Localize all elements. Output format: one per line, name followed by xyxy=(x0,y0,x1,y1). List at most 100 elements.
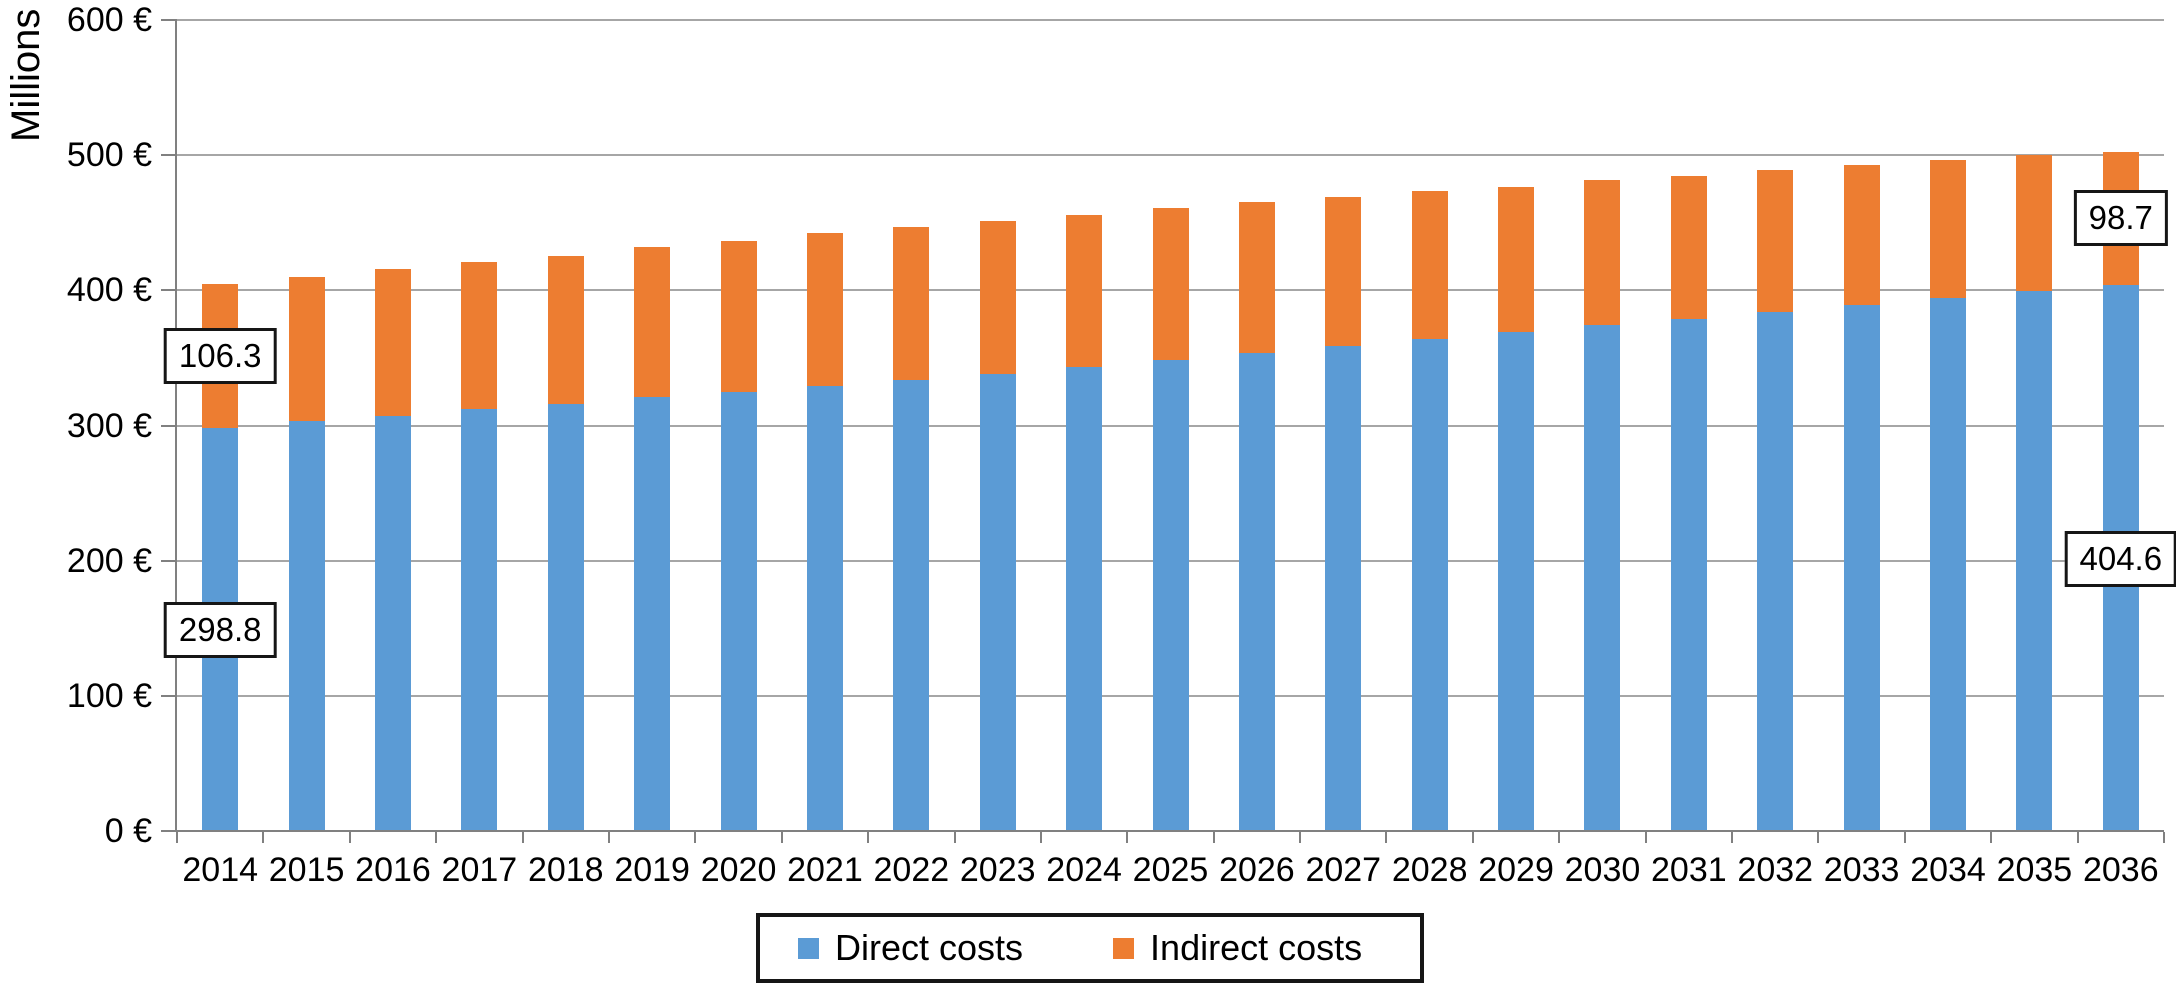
bar-2022-indirect xyxy=(893,227,930,381)
bar-2031-direct xyxy=(1670,318,1707,832)
y-tick-600 xyxy=(161,19,177,21)
x-tick-15 xyxy=(1471,832,1474,843)
data-label-98.7: 98.7 xyxy=(2073,190,2168,247)
bar-2025-direct xyxy=(1152,360,1189,832)
bar-2015-indirect xyxy=(288,277,325,422)
legend-item-indirect-costs: Indirect costs xyxy=(1113,927,1362,969)
bar-2019-indirect xyxy=(634,247,671,398)
y-tick-0 xyxy=(161,830,177,832)
legend-item-direct-costs: Direct costs xyxy=(798,927,1023,969)
x-tick-label-2015: 2015 xyxy=(268,851,345,889)
bar-2031-indirect xyxy=(1670,176,1707,319)
x-tick-10 xyxy=(1039,832,1042,843)
bar-2020-direct xyxy=(720,392,757,832)
y-tick-label-600: 600 € xyxy=(66,1,152,39)
x-axis-line xyxy=(177,830,2164,832)
bar-2024-indirect xyxy=(1066,215,1103,368)
bar-2021-indirect xyxy=(806,233,843,386)
x-tick-label-2036: 2036 xyxy=(2082,851,2159,889)
x-tick-12 xyxy=(1212,832,1215,843)
x-tick-label-2029: 2029 xyxy=(1478,851,1554,889)
bar-2022-direct xyxy=(893,380,930,832)
y-tick-label-200: 200 € xyxy=(66,541,152,580)
bar-2029-direct xyxy=(1498,332,1535,832)
bar-2025-indirect xyxy=(1152,208,1189,361)
data-label-404.6: 404.6 xyxy=(2064,530,2176,587)
bar-2023-indirect xyxy=(979,221,1016,375)
x-tick-0 xyxy=(176,832,178,843)
bar-2019-direct xyxy=(634,397,671,832)
bar-2027-direct xyxy=(1325,346,1362,832)
x-tick-2 xyxy=(348,832,351,843)
bar-2033-indirect xyxy=(1843,165,1880,305)
bar-2030-direct xyxy=(1584,325,1621,832)
bar-2035-indirect xyxy=(2016,155,2053,292)
x-tick-label-2022: 2022 xyxy=(873,851,950,889)
y-tick-label-400: 400 € xyxy=(66,271,152,310)
bar-2030-indirect xyxy=(1584,180,1621,326)
y-tick-label-300: 300 € xyxy=(66,406,152,445)
bar-2016-indirect xyxy=(374,269,411,416)
x-tick-label-2027: 2027 xyxy=(1305,851,1382,889)
x-tick-22 xyxy=(2076,832,2079,843)
x-tick-11 xyxy=(1126,832,1129,843)
x-tick-label-2020: 2020 xyxy=(700,851,777,889)
bar-2020-indirect xyxy=(720,241,757,393)
x-tick-label-2024: 2024 xyxy=(1046,851,1122,889)
legend-label-indirect-costs: Indirect costs xyxy=(1150,927,1363,968)
indirect-costs-swatch-icon xyxy=(1113,937,1135,959)
gridline-600 xyxy=(177,19,2164,21)
x-tick-21 xyxy=(1990,832,1993,843)
y-tick-300 xyxy=(161,424,177,427)
bar-2024-direct xyxy=(1066,367,1103,832)
bar-2023-direct xyxy=(979,374,1016,832)
bar-2032-direct xyxy=(1757,311,1794,832)
x-tick-label-2034: 2034 xyxy=(1910,851,1986,889)
x-tick-label-2017: 2017 xyxy=(441,851,518,889)
y-tick-100 xyxy=(161,694,177,697)
bar-2018-direct xyxy=(547,403,584,832)
x-tick-label-2018: 2018 xyxy=(527,851,604,889)
bar-2018-indirect xyxy=(547,256,584,404)
x-tick-label-2025: 2025 xyxy=(1132,851,1209,889)
gridline-500 xyxy=(177,154,2164,157)
legend-label-direct-costs: Direct costs xyxy=(835,927,1024,968)
x-tick-9 xyxy=(953,832,956,843)
x-tick-17 xyxy=(1644,832,1647,843)
x-tick-label-2028: 2028 xyxy=(1391,851,1468,889)
x-tick-16 xyxy=(1558,832,1561,843)
direct-costs-swatch-icon xyxy=(798,937,819,959)
x-tick-13 xyxy=(1299,832,1302,843)
x-tick-23 xyxy=(2163,832,2165,843)
bar-2033-direct xyxy=(1843,304,1880,832)
x-tick-5 xyxy=(607,832,610,843)
bar-2034-indirect xyxy=(1930,160,1967,298)
y-axis-line xyxy=(175,21,177,832)
x-tick-19 xyxy=(1817,832,1820,843)
bar-2028-indirect xyxy=(1411,191,1448,340)
x-tick-3 xyxy=(435,832,438,843)
data-label-106.3: 106.3 xyxy=(163,328,277,385)
bar-2026-direct xyxy=(1238,353,1275,832)
x-tick-1 xyxy=(262,832,265,843)
y-tick-label-500: 500 € xyxy=(66,136,152,175)
x-tick-label-2014: 2014 xyxy=(182,851,259,889)
y-tick-label-0: 0 € xyxy=(104,812,152,850)
x-tick-label-2023: 2023 xyxy=(959,851,1036,889)
bar-2015-direct xyxy=(288,421,325,832)
x-tick-4 xyxy=(521,832,524,843)
x-tick-8 xyxy=(867,832,870,843)
y-tick-500 xyxy=(161,154,177,157)
legend: Direct costs Indirect costs xyxy=(756,913,1424,983)
bar-2035-direct xyxy=(2016,291,2053,832)
y-tick-400 xyxy=(161,289,177,292)
x-tick-label-2032: 2032 xyxy=(1737,851,1814,889)
bar-2029-indirect xyxy=(1498,187,1535,333)
bar-2016-direct xyxy=(374,415,411,832)
x-tick-label-2031: 2031 xyxy=(1651,851,1727,889)
x-tick-label-2030: 2030 xyxy=(1564,851,1641,889)
bar-2017-indirect xyxy=(461,262,498,410)
x-tick-7 xyxy=(780,832,783,843)
bar-2028-direct xyxy=(1411,339,1448,832)
x-tick-label-2026: 2026 xyxy=(1219,851,1295,889)
